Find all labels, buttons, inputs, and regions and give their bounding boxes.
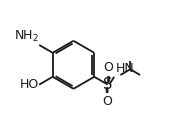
Text: S: S [103,77,113,92]
Text: O: O [102,95,112,108]
Text: O: O [103,61,113,74]
Text: HN: HN [116,62,135,75]
Text: NH$_2$: NH$_2$ [14,29,39,44]
Text: HO: HO [19,78,39,91]
